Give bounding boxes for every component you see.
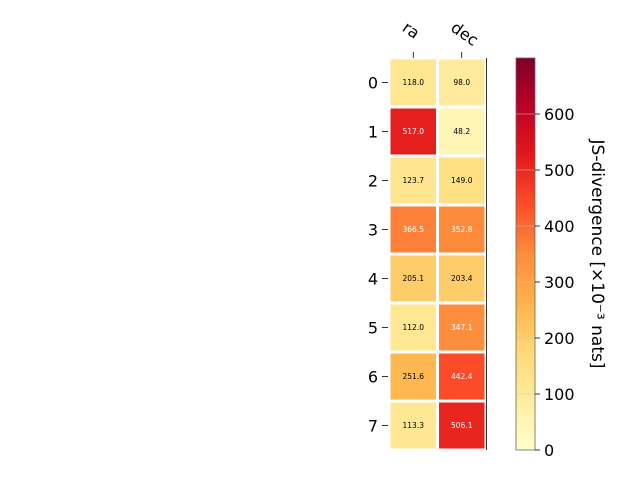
heatmap-cell — [439, 402, 485, 449]
cell-value-label: 48.2 — [453, 127, 470, 136]
row-label: 6 — [368, 368, 378, 387]
cell-value-label: 112.0 — [403, 323, 425, 332]
heatmap-cell — [390, 402, 436, 449]
colorbar-tick-label: 400 — [544, 217, 575, 236]
heatmap-cell — [390, 108, 436, 155]
cell-value-label: 347.1 — [451, 323, 473, 332]
colorbar: 0 100 200 300 400 500 600 JS-divergence [×10⁻³… — [515, 57, 607, 460]
row-label: 7 — [368, 417, 378, 436]
cell-value-label: 118.0 — [403, 78, 425, 87]
cell-value-label: 442.4 — [451, 372, 473, 381]
colorbar-gradient — [516, 58, 535, 450]
heatmap-cell — [390, 59, 436, 106]
heatmap-cell — [439, 157, 485, 204]
heatmap-cell — [439, 108, 485, 155]
cell-value-label: 506.1 — [451, 421, 473, 430]
row-label: 5 — [368, 319, 378, 338]
colorbar-tick-label: 200 — [544, 329, 575, 348]
heatmap-cell — [439, 255, 485, 302]
row-label: 3 — [368, 221, 378, 240]
column-label: ra — [399, 18, 423, 43]
cell-value-label: 203.4 — [451, 274, 473, 283]
row-label: 4 — [368, 270, 378, 289]
heatmap-cell — [390, 304, 436, 351]
heatmap-cell — [390, 353, 436, 400]
colorbar-label: JS-divergence [×10⁻³ nats] — [587, 139, 607, 369]
colorbar-tick-label: 100 — [544, 385, 575, 404]
heatmap-cell — [439, 304, 485, 351]
cell-value-label: 205.1 — [403, 274, 425, 283]
column-label: dec — [447, 18, 481, 50]
heatmap-cell — [439, 353, 485, 400]
cell-value-label: 149.0 — [451, 176, 473, 185]
heatmap-cell — [390, 255, 436, 302]
cell-value-label: 251.6 — [403, 372, 425, 381]
heatmap-grid: 118.0 98.0 517.0 48.2 123.7 149.0 366.5 352.8 20… — [390, 59, 485, 449]
cell-value-label: 113.3 — [403, 421, 425, 430]
heatmap-cell — [439, 206, 485, 253]
cell-value-label: 366.5 — [403, 225, 425, 234]
column-labels: ra dec — [399, 18, 482, 58]
colorbar-frame — [515, 57, 536, 451]
row-labels: 0 1 2 3 4 5 6 7 — [368, 74, 388, 436]
colorbar-tick-label: 600 — [544, 105, 575, 124]
cell-value-label: 352.8 — [451, 225, 473, 234]
heatmap-cell — [390, 157, 436, 204]
heatmap-cell — [439, 59, 485, 106]
colorbar-tick-label: 300 — [544, 273, 575, 292]
cell-value-label: 98.0 — [453, 78, 470, 87]
colorbar-tick-label: 0 — [544, 441, 554, 460]
heatmap-cell — [390, 206, 436, 253]
colorbar-tick-label: 500 — [544, 161, 575, 180]
row-label: 2 — [368, 172, 378, 191]
cell-value-label: 517.0 — [403, 127, 425, 136]
cell-value-label: 123.7 — [403, 176, 425, 185]
row-label: 1 — [368, 123, 378, 142]
row-label: 0 — [368, 74, 378, 93]
